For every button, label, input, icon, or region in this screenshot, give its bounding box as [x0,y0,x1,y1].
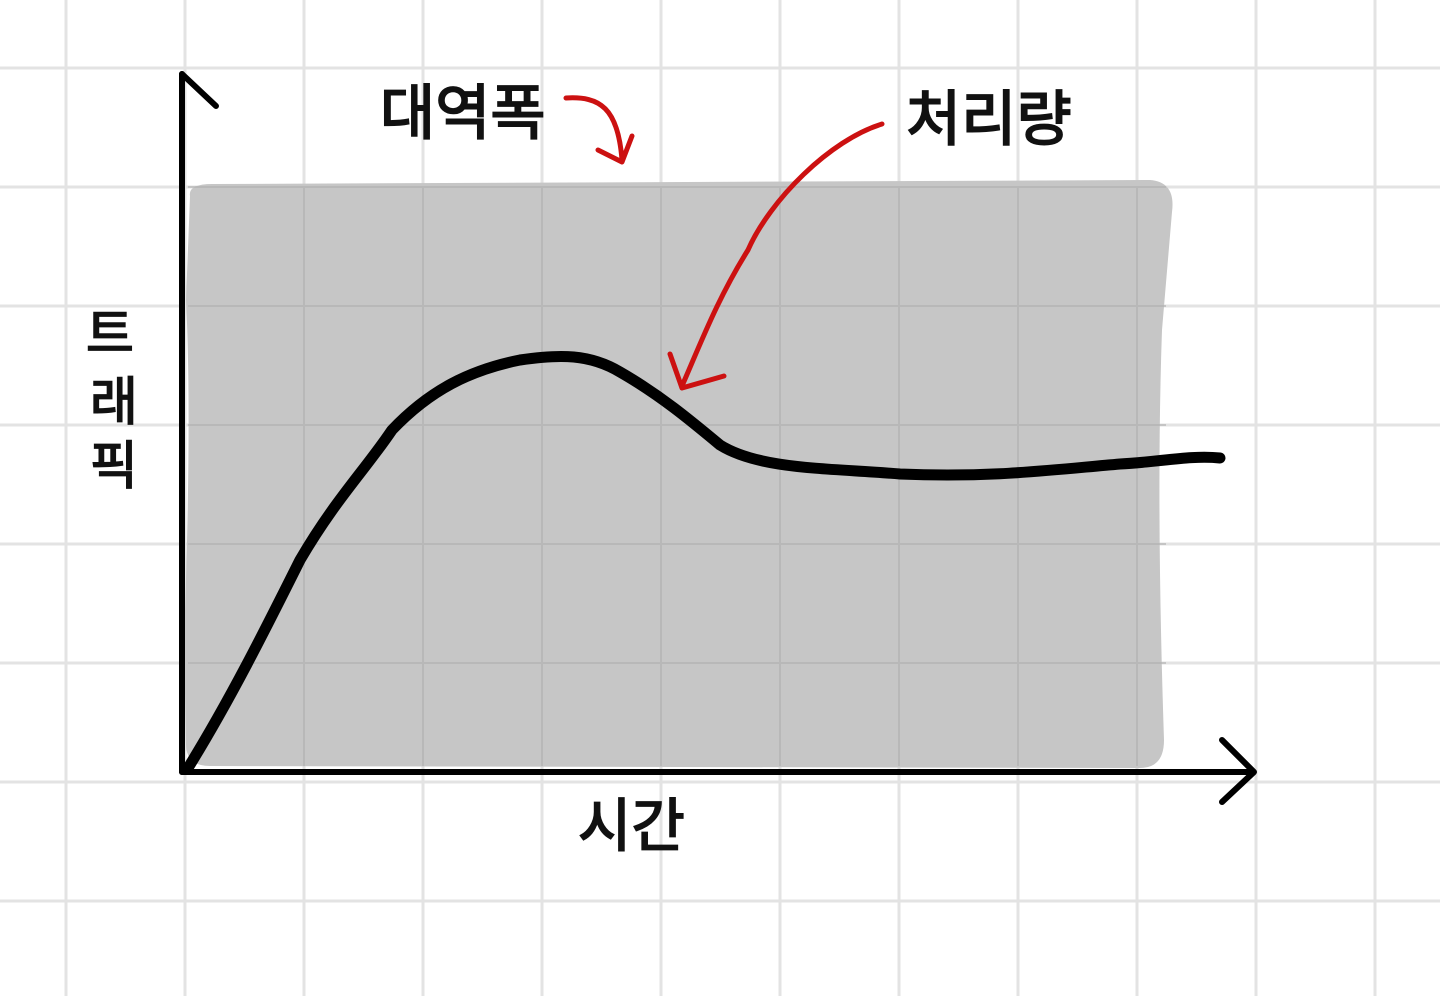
annotation-arrows [563,95,885,391]
bandwidth-area [184,180,1173,768]
y-axis-label-char-2: 래 [90,373,138,433]
x-axis-arrowhead [1219,737,1257,805]
grid-over-band [188,186,1166,766]
y-axis-label-char-1: 트 [86,305,134,365]
bandwidth-label: 대역폭 [380,79,546,149]
axes [179,71,1257,805]
y-axis-arrowhead [179,71,219,109]
y-axis-label: 트 래 픽 [86,305,156,497]
x-axis-label: 시간 [578,792,685,860]
bandwidth-arrow [563,95,635,165]
y-axis-label-char-3: 픽 [90,437,138,497]
throughput-label: 처리량 [906,85,1072,155]
throughput-curve [182,350,1226,774]
throughput-arrow [667,121,885,391]
